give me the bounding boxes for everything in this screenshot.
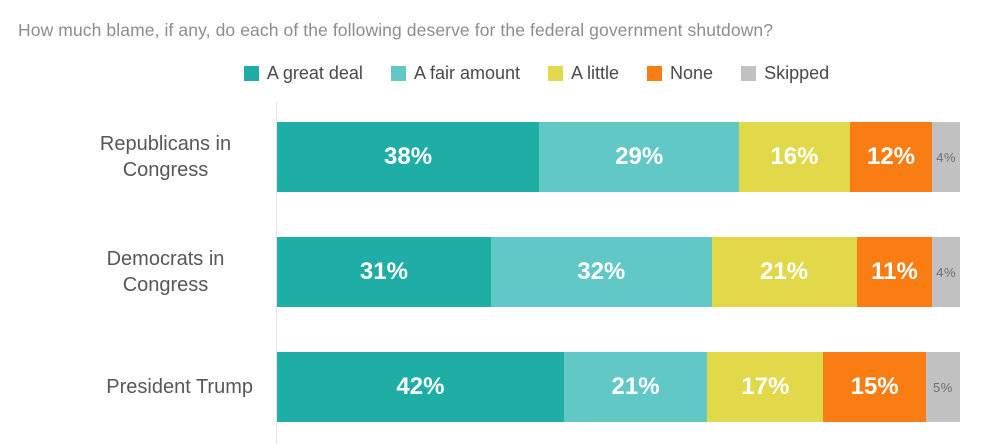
legend: A great deal A fair amount A little None Ski… — [0, 62, 1003, 84]
segment-value-label: 21% — [760, 258, 809, 285]
bar-segment-skipped: 4% — [932, 237, 960, 307]
segment-value-label: 11% — [871, 258, 918, 285]
bar-segment-skipped: 4% — [932, 122, 960, 192]
category-label-president-trump: President Trump — [0, 352, 277, 422]
category-label-text: Democrats in Congress — [106, 248, 225, 296]
bar-segment-none: 15% — [823, 352, 926, 422]
segment-value-label: 5% — [933, 379, 953, 395]
bar-segment-a-fair-amount: 21% — [563, 352, 708, 422]
bar-segment-a-fair-amount: 29% — [539, 122, 740, 192]
category-label-text: President Trump — [106, 376, 253, 398]
bar-row-republicans-in-congress: Republicans in Congress 38% 29% 16% 12% 4% — [0, 122, 1003, 192]
legend-label-skipped: Skipped — [764, 62, 830, 83]
legend-swatch-a-fair-amount — [390, 65, 406, 81]
segment-value-label: 32% — [577, 258, 626, 285]
segment-value-label: 12% — [866, 143, 916, 170]
legend-swatch-none — [647, 65, 663, 81]
category-label-text: Republicans in Congress — [99, 133, 232, 181]
bar-segment-a-little: 16% — [739, 122, 850, 192]
stacked-bar-republicans-in-congress: 38% 29% 16% 12% 4% — [277, 122, 960, 192]
legend-swatch-a-great-deal — [243, 65, 259, 81]
segment-value-label: 17% — [741, 373, 790, 400]
legend-item-a-little: A little — [548, 63, 619, 84]
segment-value-label: 15% — [850, 373, 899, 400]
segment-value-label: 29% — [615, 143, 664, 170]
bar-segment-a-little: 21% — [711, 237, 857, 307]
legend-item-skipped: Skipped — [741, 63, 829, 84]
category-label-republicans-in-congress: Republicans in Congress — [0, 122, 277, 192]
legend-item-a-fair-amount: A fair amount — [390, 62, 520, 84]
bar-segment-skipped: 5% — [925, 352, 961, 422]
legend-swatch-skipped — [741, 65, 757, 81]
y-axis-line — [276, 102, 277, 444]
segment-value-label: 42% — [396, 373, 445, 400]
legend-label-none: None — [670, 62, 714, 83]
bar-segment-a-great-deal: 38% — [277, 122, 540, 192]
bar-segment-a-little: 17% — [707, 352, 824, 422]
segment-value-label: 4% — [936, 149, 957, 165]
segment-value-label: 4% — [936, 264, 957, 280]
segment-value-label: 31% — [359, 258, 408, 285]
segment-value-label: 16% — [770, 143, 819, 170]
category-label-democrats-in-congress: Democrats in Congress — [0, 237, 277, 307]
bar-segment-none: 12% — [849, 122, 933, 192]
bar-segment-a-fair-amount: 32% — [490, 237, 712, 307]
stacked-bar-president-trump: 42% 21% 17% 15% 5% — [277, 352, 961, 422]
segment-value-label: 38% — [384, 143, 433, 170]
legend-label-a-little: A little — [571, 62, 620, 83]
plot-area: Republicans in Congress 38% 29% 16% 12% 4% Dem… — [0, 102, 1003, 444]
legend-swatch-a-little — [548, 65, 563, 81]
bar-segment-a-great-deal: 31% — [277, 237, 491, 307]
chart-title: How much blame, if any, do each of the f… — [18, 20, 774, 40]
segment-value-label: 21% — [611, 373, 660, 400]
legend-label-a-great-deal: A great deal — [266, 62, 363, 83]
bar-row-president-trump: President Trump 42% 21% 17% 15% 5% — [0, 352, 1003, 422]
bar-segment-none: 11% — [856, 237, 933, 307]
bar-row-democrats-in-congress: Democrats in Congress 31% 32% 21% 11% 4% — [0, 237, 1003, 307]
bar-segment-a-great-deal: 42% — [277, 352, 564, 422]
legend-label-a-fair-amount: A fair amount — [413, 62, 520, 83]
bar-rows: Republicans in Congress 38% 29% 16% 12% 4% Dem… — [0, 122, 1003, 422]
stacked-bar-democrats-in-congress: 31% 32% 21% 11% 4% — [277, 237, 960, 307]
legend-item-a-great-deal: A great deal — [243, 62, 363, 84]
legend-item-none: None — [647, 63, 713, 84]
